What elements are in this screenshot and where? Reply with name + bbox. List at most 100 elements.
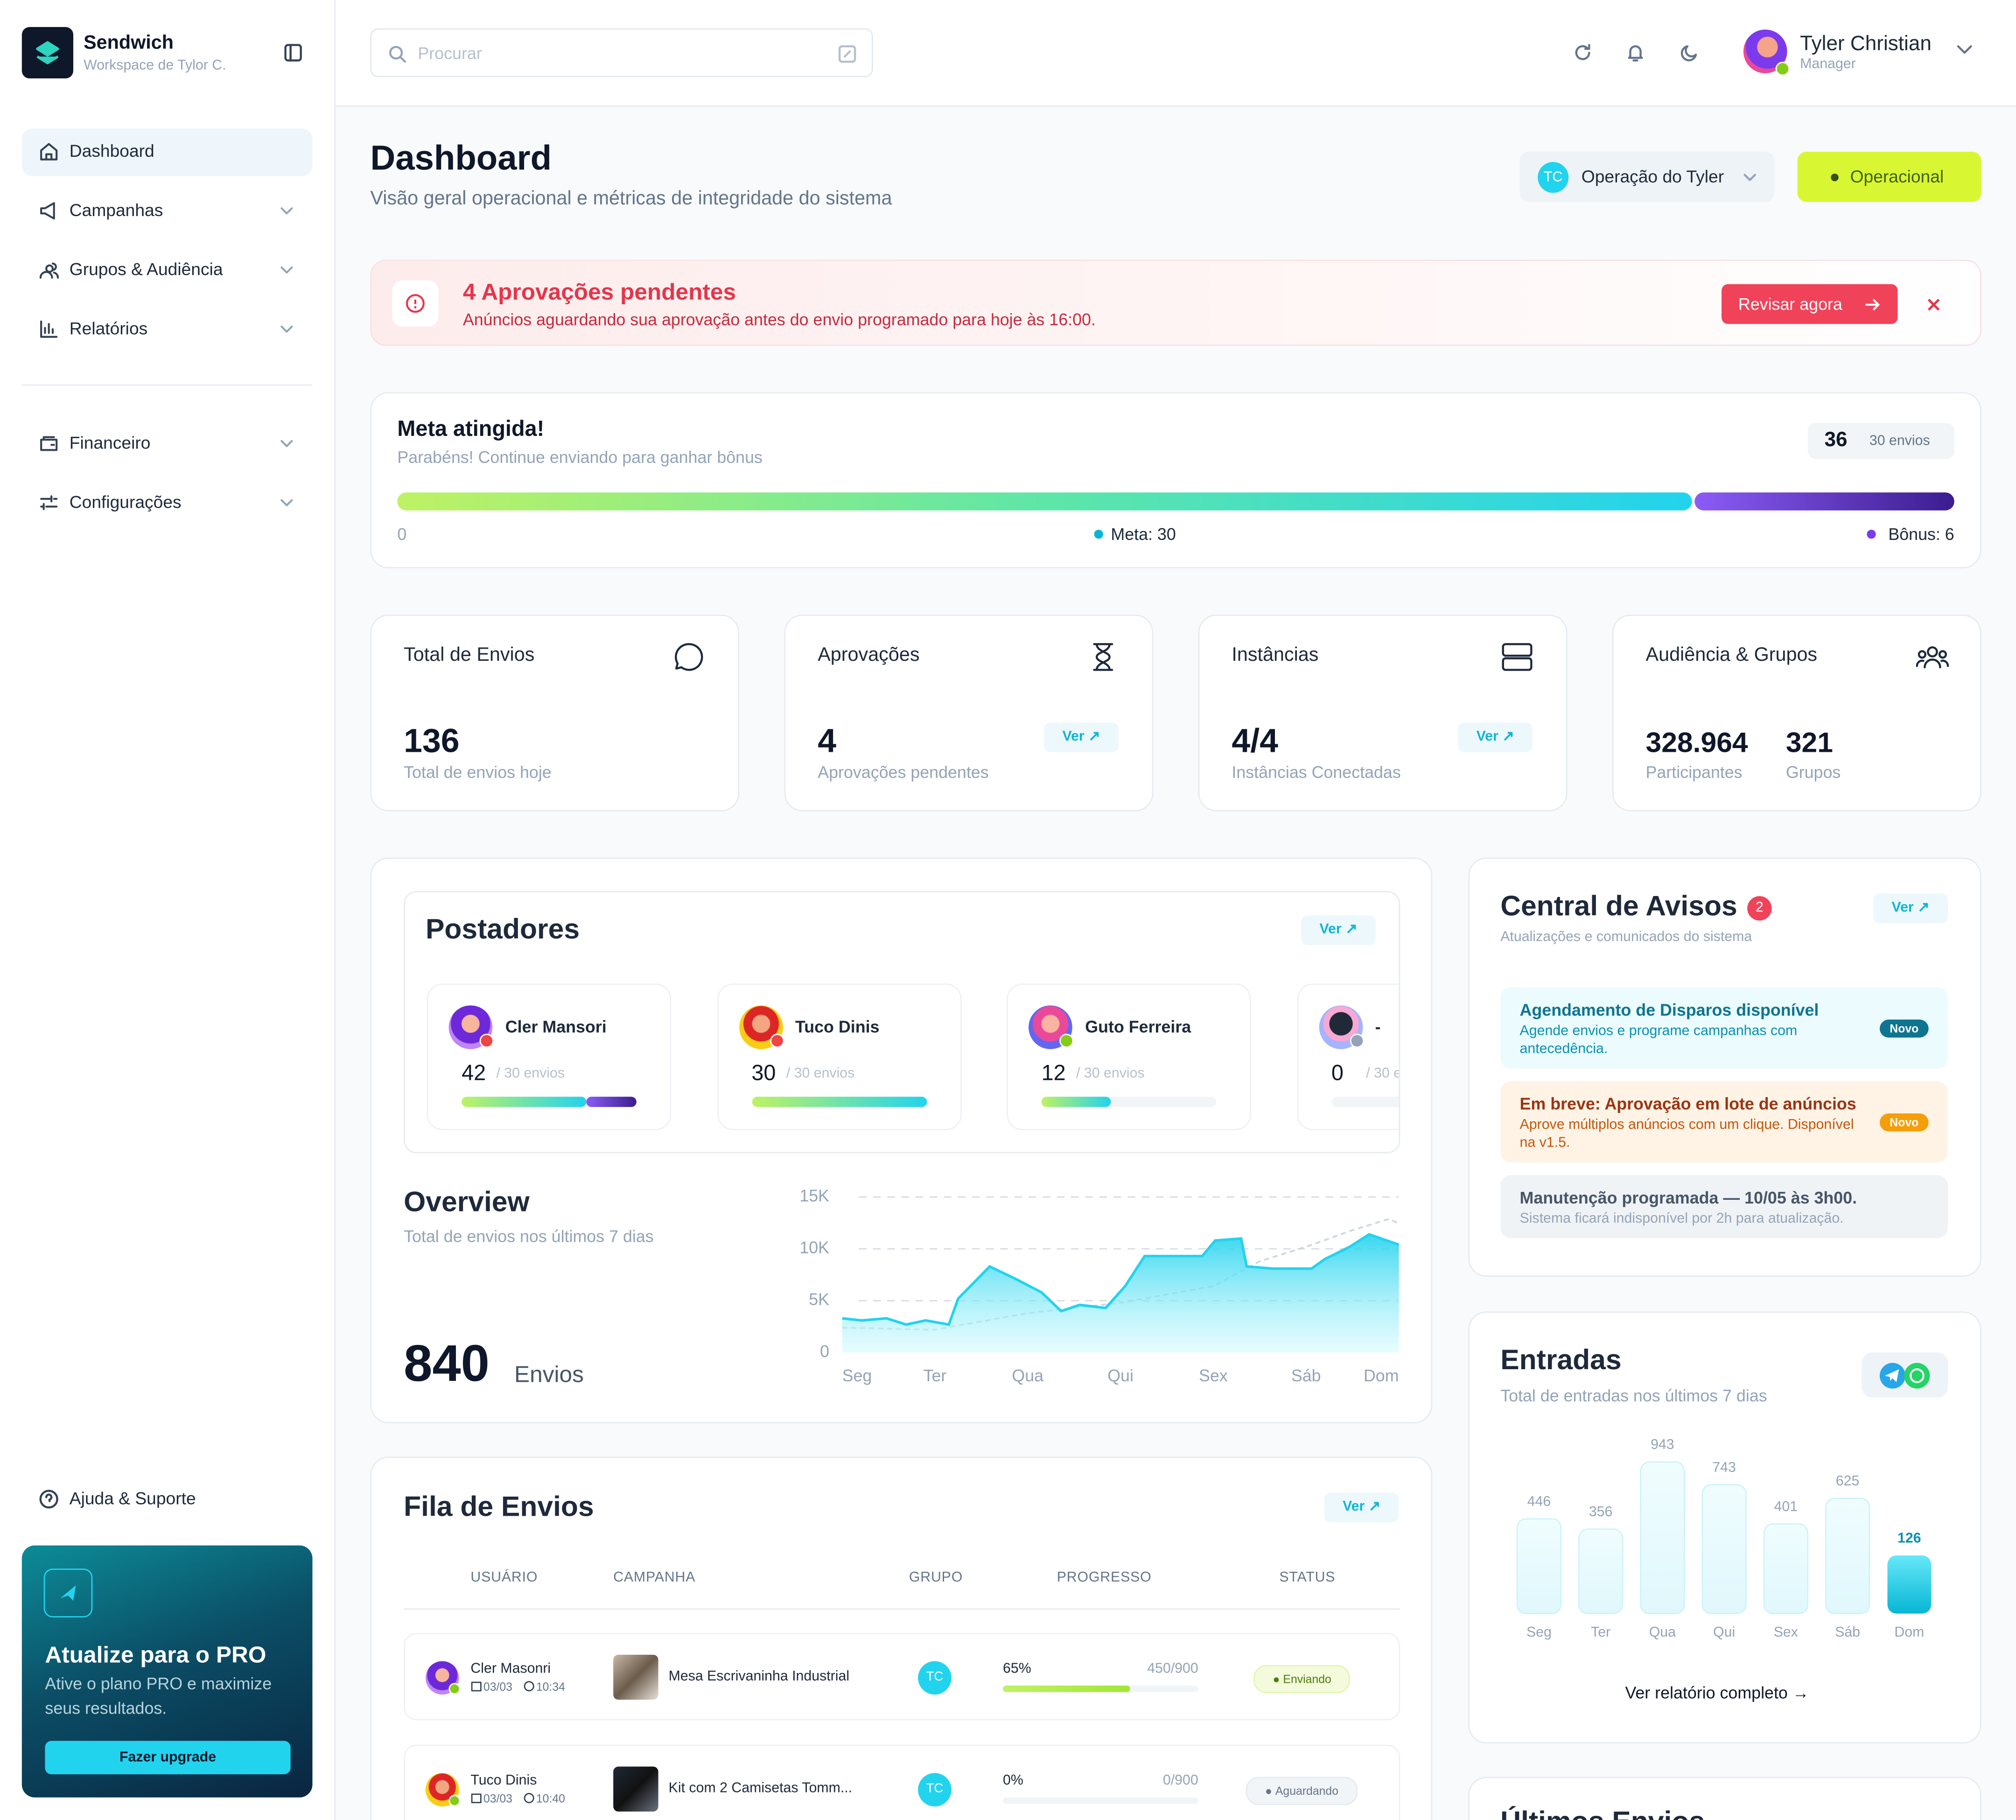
poster-count: 42 <box>462 1060 486 1085</box>
nav-item[interactable]: Campanhas <box>69 200 163 220</box>
workspace-chevron <box>1743 174 1756 181</box>
poster-target: / 30 envios <box>786 1065 855 1082</box>
workspace-select[interactable]: TC Operação do Tyler <box>1519 152 1775 202</box>
queue-title: Fila de Envios <box>404 1490 594 1523</box>
promo-text: Ative o plano PRO e maximize seus result… <box>45 1674 272 1718</box>
nav-item[interactable]: Relatórios <box>69 319 148 338</box>
notice-tag: Novo <box>1879 1113 1929 1132</box>
notice <box>1500 987 1948 1069</box>
promo-title: Atualize para o PRO <box>45 1642 266 1668</box>
row-count: 450/900 <box>1147 1661 1198 1677</box>
nav-item[interactable]: Grupos & Audiência <box>69 259 223 279</box>
help-link[interactable]: Ajuda & Suporte <box>69 1489 196 1508</box>
link-text: Ver <box>1891 900 1914 916</box>
status-button[interactable]: Operacional <box>1797 152 1981 202</box>
poster-count: 30 <box>751 1060 776 1085</box>
status-text: Enviando <box>1283 1673 1331 1686</box>
upgrade-button[interactable]: Fazer upgrade <box>45 1741 291 1775</box>
collapse-icon[interactable] <box>283 42 303 63</box>
nav-icon <box>40 436 58 451</box>
goal-bonus: Bônus: 6 <box>1888 525 1954 544</box>
overview-subtitle: Total de envios nos últimos 7 dias <box>404 1226 654 1246</box>
stat-value: 321 <box>1785 726 1833 759</box>
clock-icon <box>524 1792 534 1804</box>
row-track <box>1002 1797 1198 1804</box>
chevron <box>280 266 293 274</box>
column-header: STATUS <box>1279 1569 1336 1586</box>
posters-title: Postadores <box>425 913 580 945</box>
recent-title: Últimos Envios <box>1500 1805 1705 1820</box>
posters-link[interactable]: Ver ↗ <box>1301 915 1376 945</box>
stat-link[interactable]: Ver ↗ <box>1044 722 1119 752</box>
hourglass-icon <box>1093 643 1113 671</box>
entradas-subtitle: Total de entradas nos últimos 7 dias <box>1500 1386 1767 1406</box>
promo-card: Atualize para o PRO Ative o plano PRO e … <box>21 1545 313 1798</box>
poster-name: - <box>1375 1017 1381 1036</box>
nav-item[interactable]: Configurações <box>69 492 182 512</box>
sidebar: Sendwich Workspace de Tylor C. Dashboard… <box>0 0 336 1820</box>
row-time: 10:40 <box>536 1792 565 1806</box>
entradas-link[interactable]: Ver relatório completo → <box>1625 1683 1809 1702</box>
stat-title: Total de Envios <box>404 644 535 666</box>
notices-link[interactable]: Ver ↗ <box>1873 893 1948 924</box>
stat-card <box>784 614 1154 812</box>
status-text: Aguardando <box>1275 1785 1339 1798</box>
online-dot <box>1775 62 1790 76</box>
stat-value: 4/4 <box>1232 721 1278 760</box>
server-icon <box>1502 643 1533 671</box>
search-icon <box>389 46 406 63</box>
review-button[interactable]: Revisar agora <box>1722 284 1898 324</box>
notices-title: Central de Avisos <box>1500 889 1737 922</box>
alert-text: Anúncios aguardando sua aprovação antes … <box>462 309 1096 329</box>
column-header: CAMPANHA <box>613 1569 696 1586</box>
notice <box>1500 1175 1948 1239</box>
link-text: Ver <box>1476 729 1498 745</box>
nav-icon <box>39 262 59 279</box>
queue-link[interactable]: Ver ↗ <box>1324 1492 1399 1523</box>
goal-meta: Meta: 30 <box>1111 525 1176 544</box>
row-percent: 65% <box>1002 1661 1031 1677</box>
arrow-icon <box>1865 299 1880 311</box>
theme-icon[interactable] <box>1679 42 1700 63</box>
search-box[interactable]: Procurar <box>370 28 873 77</box>
poster-bar <box>751 1097 927 1107</box>
notice-tag: Novo <box>1879 1019 1929 1038</box>
row-thumb <box>613 1654 658 1700</box>
alert: 4 Aprovações pendentes Anúncios aguardan… <box>370 259 1981 346</box>
page-subtitle: Visão geral operacional e métricas de in… <box>370 188 892 210</box>
notice-text: Sistema ficará indisponível por 2h para … <box>1519 1211 1844 1227</box>
notice-title: Em breve: Aprovação em lote de anúncios <box>1519 1094 1856 1113</box>
row-count: 0/900 <box>1162 1773 1198 1789</box>
close-icon[interactable] <box>1925 296 1943 314</box>
poster-bar <box>462 1097 587 1107</box>
stat-value: 328.964 <box>1645 726 1748 759</box>
poster-count: 12 <box>1041 1060 1066 1085</box>
alert-title: 4 Aprovações pendentes <box>462 279 736 305</box>
workspace-badge: TC <box>1538 162 1569 193</box>
stat-link[interactable]: Ver ↗ <box>1458 722 1533 752</box>
nav-item[interactable]: Dashboard <box>69 141 154 161</box>
user-menu-chevron[interactable] <box>1954 39 1975 59</box>
workspace: Workspace de Tylor C. <box>84 57 226 74</box>
queue-header-line <box>404 1608 1400 1610</box>
posters-list: Cler Mansori 42 / 30 envios Tuco Dinis 30 / 3… <box>405 892 1399 1152</box>
notice <box>1500 1081 1948 1162</box>
nav-icon <box>40 320 58 338</box>
nav-item[interactable]: Financeiro <box>69 433 151 453</box>
poster-name: Cler Mansori <box>505 1017 607 1036</box>
chevron <box>280 207 293 215</box>
link-text: Ver <box>1062 729 1085 745</box>
goal-badge: 36 30 envios <box>1807 423 1954 459</box>
goal-title: Meta atingida! <box>397 416 545 441</box>
row-user: Cler Masonri <box>470 1661 551 1677</box>
bell-icon[interactable] <box>1625 42 1645 63</box>
refresh-icon[interactable] <box>1572 42 1593 63</box>
logo <box>21 27 74 79</box>
poster-status <box>769 1034 784 1048</box>
workspace-name: Operação do Tyler <box>1581 167 1724 187</box>
row-percent: 0% <box>1002 1773 1023 1789</box>
chevron <box>280 499 293 506</box>
poster-status <box>1349 1034 1364 1048</box>
goal-count-label: 30 envios <box>1869 433 1930 449</box>
